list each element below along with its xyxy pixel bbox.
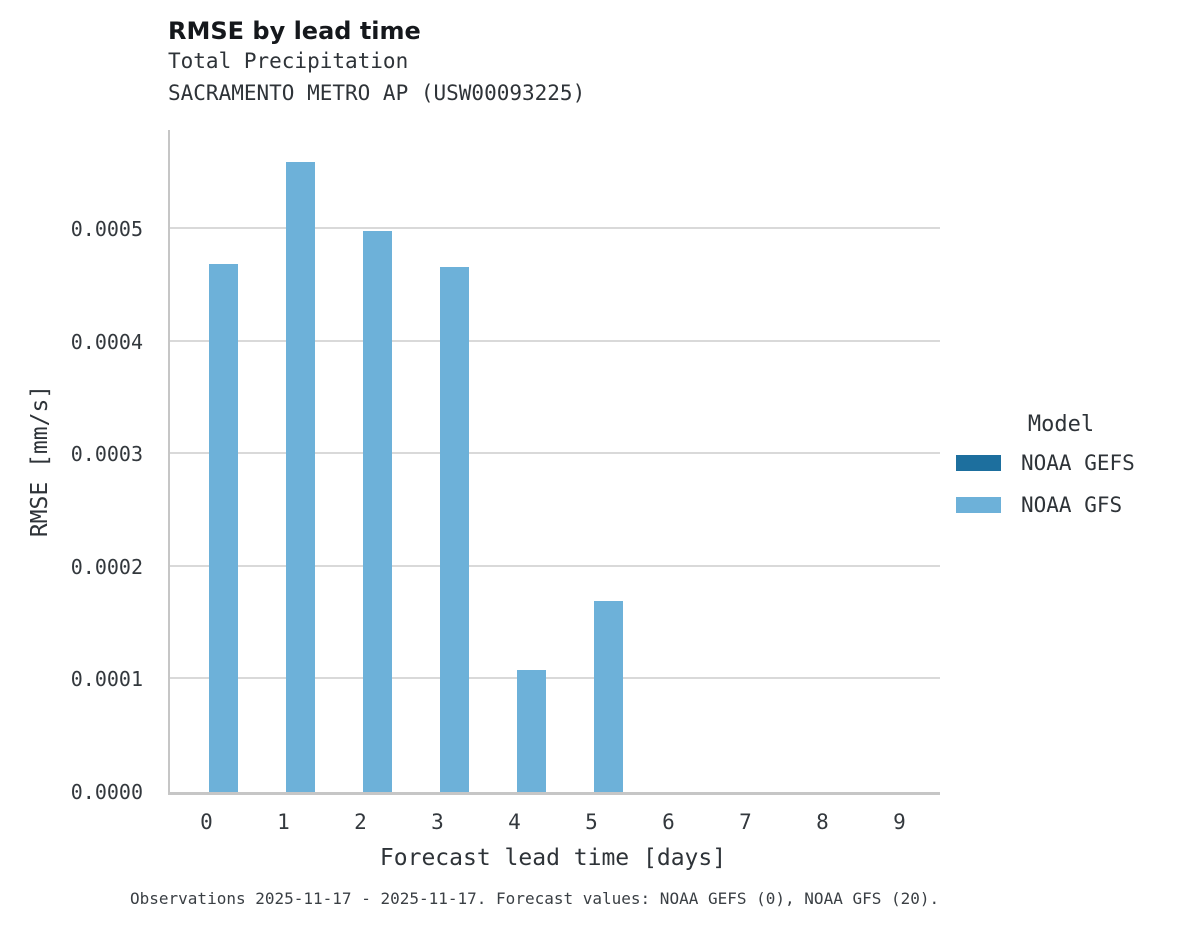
- y-tick-label: 0.0002: [70, 554, 143, 579]
- legend-item-noaa-gfs: NOAA GFS: [956, 493, 1166, 517]
- x-tick-label: 3: [431, 810, 444, 834]
- legend-title: Model: [1027, 412, 1095, 437]
- footer-caption: Observations 2025-11-17 - 2025-11-17. Fo…: [130, 889, 940, 908]
- gridline: [170, 227, 940, 230]
- legend-item-noaa-gefs: NOAA GEFS: [956, 451, 1166, 475]
- x-axis-tick-labels: 0 1 2 3 4 5 6 7 8 9: [168, 809, 938, 839]
- y-axis-tick-labels: 0.0000 0.0001 0.0002 0.0003 0.0004 0.0005: [0, 130, 155, 804]
- x-tick-label: 6: [662, 810, 675, 834]
- y-tick-label: 0.0005: [70, 217, 143, 242]
- plot-area: [168, 130, 940, 795]
- x-tick-label: 4: [508, 810, 521, 834]
- x-axis-label: Forecast lead time [days]: [379, 845, 727, 871]
- chart-subtitle-station: SACRAMENTO METRO AP (USW00093225): [168, 80, 586, 105]
- legend-item-label: NOAA GFS: [1021, 493, 1123, 517]
- bar-noaa-gfs-day-3: [439, 267, 469, 792]
- y-tick-label: 0.0004: [70, 329, 143, 354]
- x-tick-label: 8: [816, 810, 829, 834]
- bar-noaa-gfs-day-4: [516, 670, 546, 792]
- x-tick-label: 2: [354, 810, 367, 834]
- y-tick-label: 0.0001: [70, 667, 143, 692]
- y-tick-label: 0.0000: [70, 780, 143, 804]
- legend-item-label: NOAA GEFS: [1021, 451, 1135, 475]
- legend: Model NOAA GEFS NOAA GFS: [956, 412, 1166, 535]
- chart-subtitle-variable: Total Precipitation: [168, 49, 409, 73]
- bar-noaa-gfs-day-5: [593, 600, 623, 792]
- bar-noaa-gfs-day-1: [285, 161, 315, 792]
- x-tick-label: 9: [893, 810, 906, 834]
- gridline: [170, 452, 940, 455]
- gridline: [170, 339, 940, 342]
- y-tick-label: 0.0003: [70, 442, 143, 467]
- gridline: [170, 564, 940, 567]
- gridline: [170, 677, 940, 680]
- x-tick-label: 0: [200, 810, 213, 834]
- bar-noaa-gfs-day-2: [362, 231, 392, 792]
- x-tick-label: 1: [277, 810, 290, 834]
- bar-noaa-gfs-day-0: [208, 264, 238, 792]
- title-block: RMSE by lead time Total Precipitation SA…: [168, 16, 585, 109]
- x-tick-label: 7: [739, 810, 752, 834]
- chart-title: RMSE by lead time: [168, 17, 421, 45]
- legend-swatch-noaa-gefs: [956, 455, 1001, 471]
- x-tick-label: 5: [585, 810, 598, 834]
- legend-swatch-noaa-gfs: [956, 497, 1001, 513]
